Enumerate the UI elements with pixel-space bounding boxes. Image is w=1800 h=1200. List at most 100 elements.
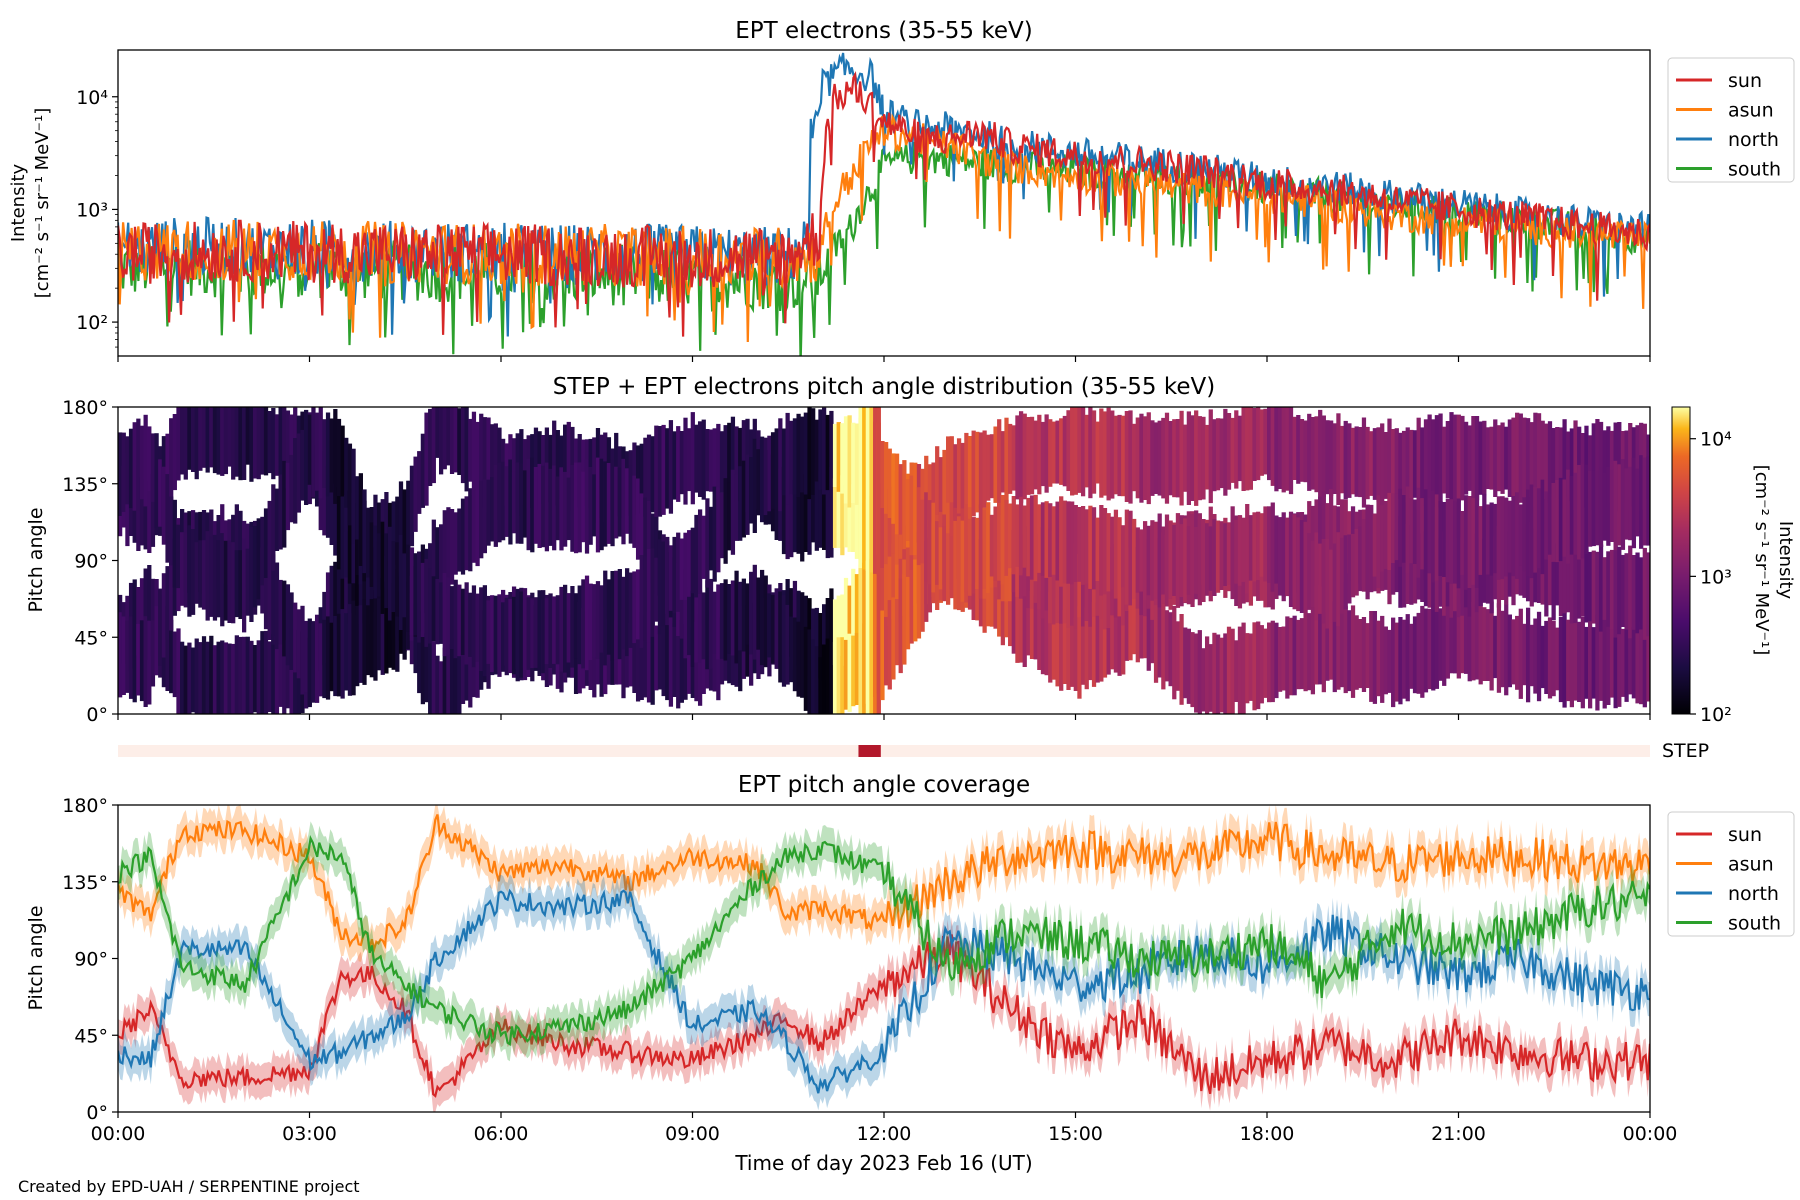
colorbar-label-line1: Intensity xyxy=(1775,521,1796,600)
heatmap-cell xyxy=(690,412,695,505)
legend-label-south: south xyxy=(1728,913,1781,935)
heatmap-cell xyxy=(803,412,808,495)
heatmap-cell xyxy=(1124,411,1129,502)
heatmap-cell xyxy=(1558,616,1564,703)
heatmap-cell xyxy=(1401,619,1407,699)
heatmap-cell xyxy=(1587,470,1593,547)
heatmap-cell xyxy=(708,429,714,492)
heatmap-cell xyxy=(946,533,951,605)
heatmap-cell xyxy=(803,474,808,552)
heatmap-cell xyxy=(573,593,579,659)
heatmap-cell xyxy=(530,598,535,668)
heatmap-cell xyxy=(289,454,294,523)
heatmap-cell xyxy=(482,479,488,554)
heatmap-cell xyxy=(322,451,327,536)
heatmap-cell xyxy=(1449,499,1454,584)
heatmap-cell xyxy=(384,587,389,674)
heatmap-cell xyxy=(1398,488,1403,567)
heatmap-cell xyxy=(884,442,889,514)
x-tick-label: 21:00 xyxy=(1431,1123,1486,1145)
heatmap-cell xyxy=(453,512,458,575)
heatmap-cell xyxy=(1004,575,1009,638)
heatmap-cell xyxy=(1343,535,1348,610)
heatmap-cell xyxy=(1606,551,1611,627)
heatmap-cell xyxy=(854,479,860,559)
heatmap-cell xyxy=(774,597,779,669)
heatmap-cell xyxy=(1062,610,1067,684)
heatmap-cell xyxy=(431,576,436,642)
heatmap-cell xyxy=(1598,421,1604,512)
heatmap-cell xyxy=(1153,521,1159,600)
heatmap-cell xyxy=(1478,601,1483,685)
heatmap-cell xyxy=(1460,537,1465,616)
heatmap-cell xyxy=(993,506,998,581)
heatmap-cell xyxy=(1391,429,1396,504)
heatmap-cell xyxy=(1350,427,1356,495)
heatmap-cell xyxy=(905,525,911,622)
heatmap-cell xyxy=(1274,407,1279,492)
heatmap-cell xyxy=(738,427,743,502)
heatmap-cell xyxy=(1507,614,1512,688)
heatmap-cell xyxy=(749,457,754,524)
heatmap-cell xyxy=(646,549,652,643)
panel2-axis-ticks: 0° 45° 90° 135° 180° xyxy=(62,397,118,726)
heatmap-cell xyxy=(621,576,626,650)
heatmap-cell xyxy=(1511,496,1516,577)
heatmap-cell xyxy=(256,640,261,714)
heatmap-cell xyxy=(1369,504,1374,593)
heatmap-cell xyxy=(1617,546,1622,635)
heatmap-cell xyxy=(1121,415,1126,497)
heatmap-cell xyxy=(1598,467,1604,547)
heatmap-cell xyxy=(986,434,991,501)
heatmap-cell xyxy=(1525,607,1531,703)
heatmap-cell xyxy=(873,556,878,714)
heatmap-cell xyxy=(468,616,473,708)
heatmap-cell xyxy=(147,565,152,660)
heatmap-cell xyxy=(661,621,666,697)
heatmap-cell xyxy=(1358,427,1363,498)
heatmap-cell xyxy=(1194,633,1199,713)
heatmap-cell xyxy=(1288,617,1294,696)
heatmap-cell xyxy=(471,489,477,563)
heatmap-cell xyxy=(391,501,396,564)
heatmap-cell xyxy=(894,453,900,535)
heatmap-cell xyxy=(515,462,520,544)
heatmap-cell xyxy=(1106,598,1111,675)
panel4-series-group xyxy=(118,805,1650,1112)
heatmap-cell xyxy=(1445,421,1450,499)
panel1-ylabel-line2: [cm⁻² s⁻¹ sr⁻¹ MeV⁻¹] xyxy=(32,108,53,299)
heatmap-cell xyxy=(508,598,513,674)
heatmap-cell xyxy=(548,593,553,668)
heatmap-cell xyxy=(1577,547,1582,619)
x-tick-label: 15:00 xyxy=(1048,1123,1103,1145)
panel1-ylabel: Intensity [cm⁻² s⁻¹ sr⁻¹ MeV⁻¹] xyxy=(8,108,53,299)
heatmap-cell xyxy=(522,470,528,538)
step-label: STEP xyxy=(1662,740,1709,762)
heatmap-cell xyxy=(169,549,174,631)
heatmap-cell xyxy=(274,488,280,551)
heatmap-cell xyxy=(1037,414,1042,495)
heatmap-cell xyxy=(1197,416,1202,501)
heatmap-cell xyxy=(599,458,604,551)
heatmap-cell xyxy=(931,502,936,593)
heatmap-cell xyxy=(1212,419,1217,492)
heatmap-cell xyxy=(128,616,134,699)
heatmap-cell xyxy=(1277,407,1283,489)
heatmap-cell xyxy=(1204,424,1210,490)
heatmap-cell xyxy=(1500,610,1505,688)
heatmap-cell xyxy=(818,470,823,548)
heatmap-cell xyxy=(190,647,196,713)
heatmap-cell xyxy=(595,581,601,659)
heatmap-cell xyxy=(606,579,612,655)
heatmap-cell xyxy=(271,554,276,645)
heatmap-cell xyxy=(1226,626,1232,714)
heatmap-cell xyxy=(161,466,167,545)
heatmap-cell xyxy=(446,407,451,466)
heatmap-cell xyxy=(475,479,480,567)
heatmap-cell xyxy=(1438,608,1443,681)
heatmap-cell xyxy=(1489,601,1494,691)
heatmap-cell xyxy=(858,407,863,569)
colorbar xyxy=(1671,406,1691,715)
heatmap-cell xyxy=(563,424,568,509)
heatmap-cell xyxy=(486,417,491,513)
